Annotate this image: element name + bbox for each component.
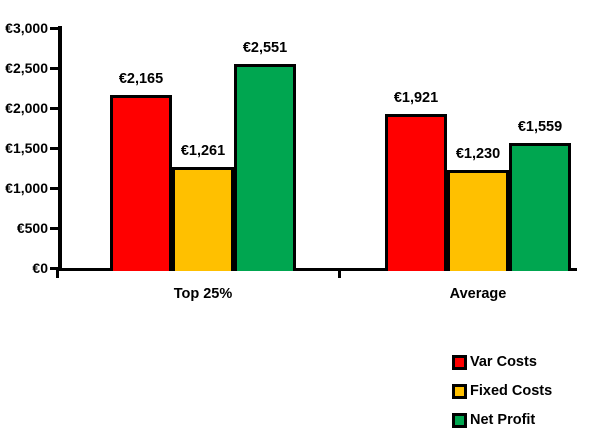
y-tick-label: €0 xyxy=(32,260,48,276)
y-tick-label: €2,500 xyxy=(5,60,48,76)
legend-item-fixed-costs: Fixed Costs xyxy=(452,384,552,399)
y-tick xyxy=(50,67,58,70)
legend: Var Costs Fixed Costs Net Profit xyxy=(452,355,552,441)
category-label-top-25: Top 25% xyxy=(173,286,233,302)
category-label-average: Average xyxy=(449,286,507,302)
legend-label-fixed-costs: Fixed Costs xyxy=(470,383,553,399)
value-label-net-profit-average: €1,559 xyxy=(517,119,563,135)
legend-swatch-fixed-costs xyxy=(452,384,467,399)
legend-item-net-profit: Net Profit xyxy=(452,413,552,428)
x-tick xyxy=(56,271,59,278)
y-tick-label: €500 xyxy=(16,220,48,236)
y-tick-label: €3,000 xyxy=(5,20,48,36)
value-label-fixed-costs-top-25: €1,261 xyxy=(180,143,226,159)
bar-var-costs-average xyxy=(385,114,447,271)
legend-swatch-var-costs xyxy=(452,355,467,370)
y-tick-label: €1,500 xyxy=(5,140,48,156)
value-label-var-costs-average: €1,921 xyxy=(393,90,439,106)
y-tick-label: €2,000 xyxy=(5,100,48,116)
y-tick xyxy=(50,187,58,190)
y-tick xyxy=(50,227,58,230)
y-axis xyxy=(58,26,62,271)
y-tick xyxy=(50,267,58,270)
y-tick-label: €1,000 xyxy=(5,180,48,196)
legend-swatch-net-profit xyxy=(452,413,467,428)
bar-net-profit-top-25 xyxy=(234,64,296,271)
bar-fixed-costs-average xyxy=(447,170,509,271)
value-label-net-profit-top-25: €2,551 xyxy=(242,40,288,56)
bar-var-costs-top-25 xyxy=(110,95,172,271)
y-tick xyxy=(50,107,58,110)
bar-fixed-costs-top-25 xyxy=(172,167,234,271)
x-axis xyxy=(56,268,577,271)
bar-net-profit-average xyxy=(509,143,571,271)
y-tick xyxy=(50,27,58,30)
legend-item-var-costs: Var Costs xyxy=(452,355,552,370)
x-tick xyxy=(338,271,341,278)
y-tick xyxy=(50,147,58,150)
legend-label-net-profit: Net Profit xyxy=(470,412,536,428)
value-label-fixed-costs-average: €1,230 xyxy=(455,146,501,162)
legend-label-var-costs: Var Costs xyxy=(470,354,537,370)
value-label-var-costs-top-25: €2,165 xyxy=(118,71,164,87)
